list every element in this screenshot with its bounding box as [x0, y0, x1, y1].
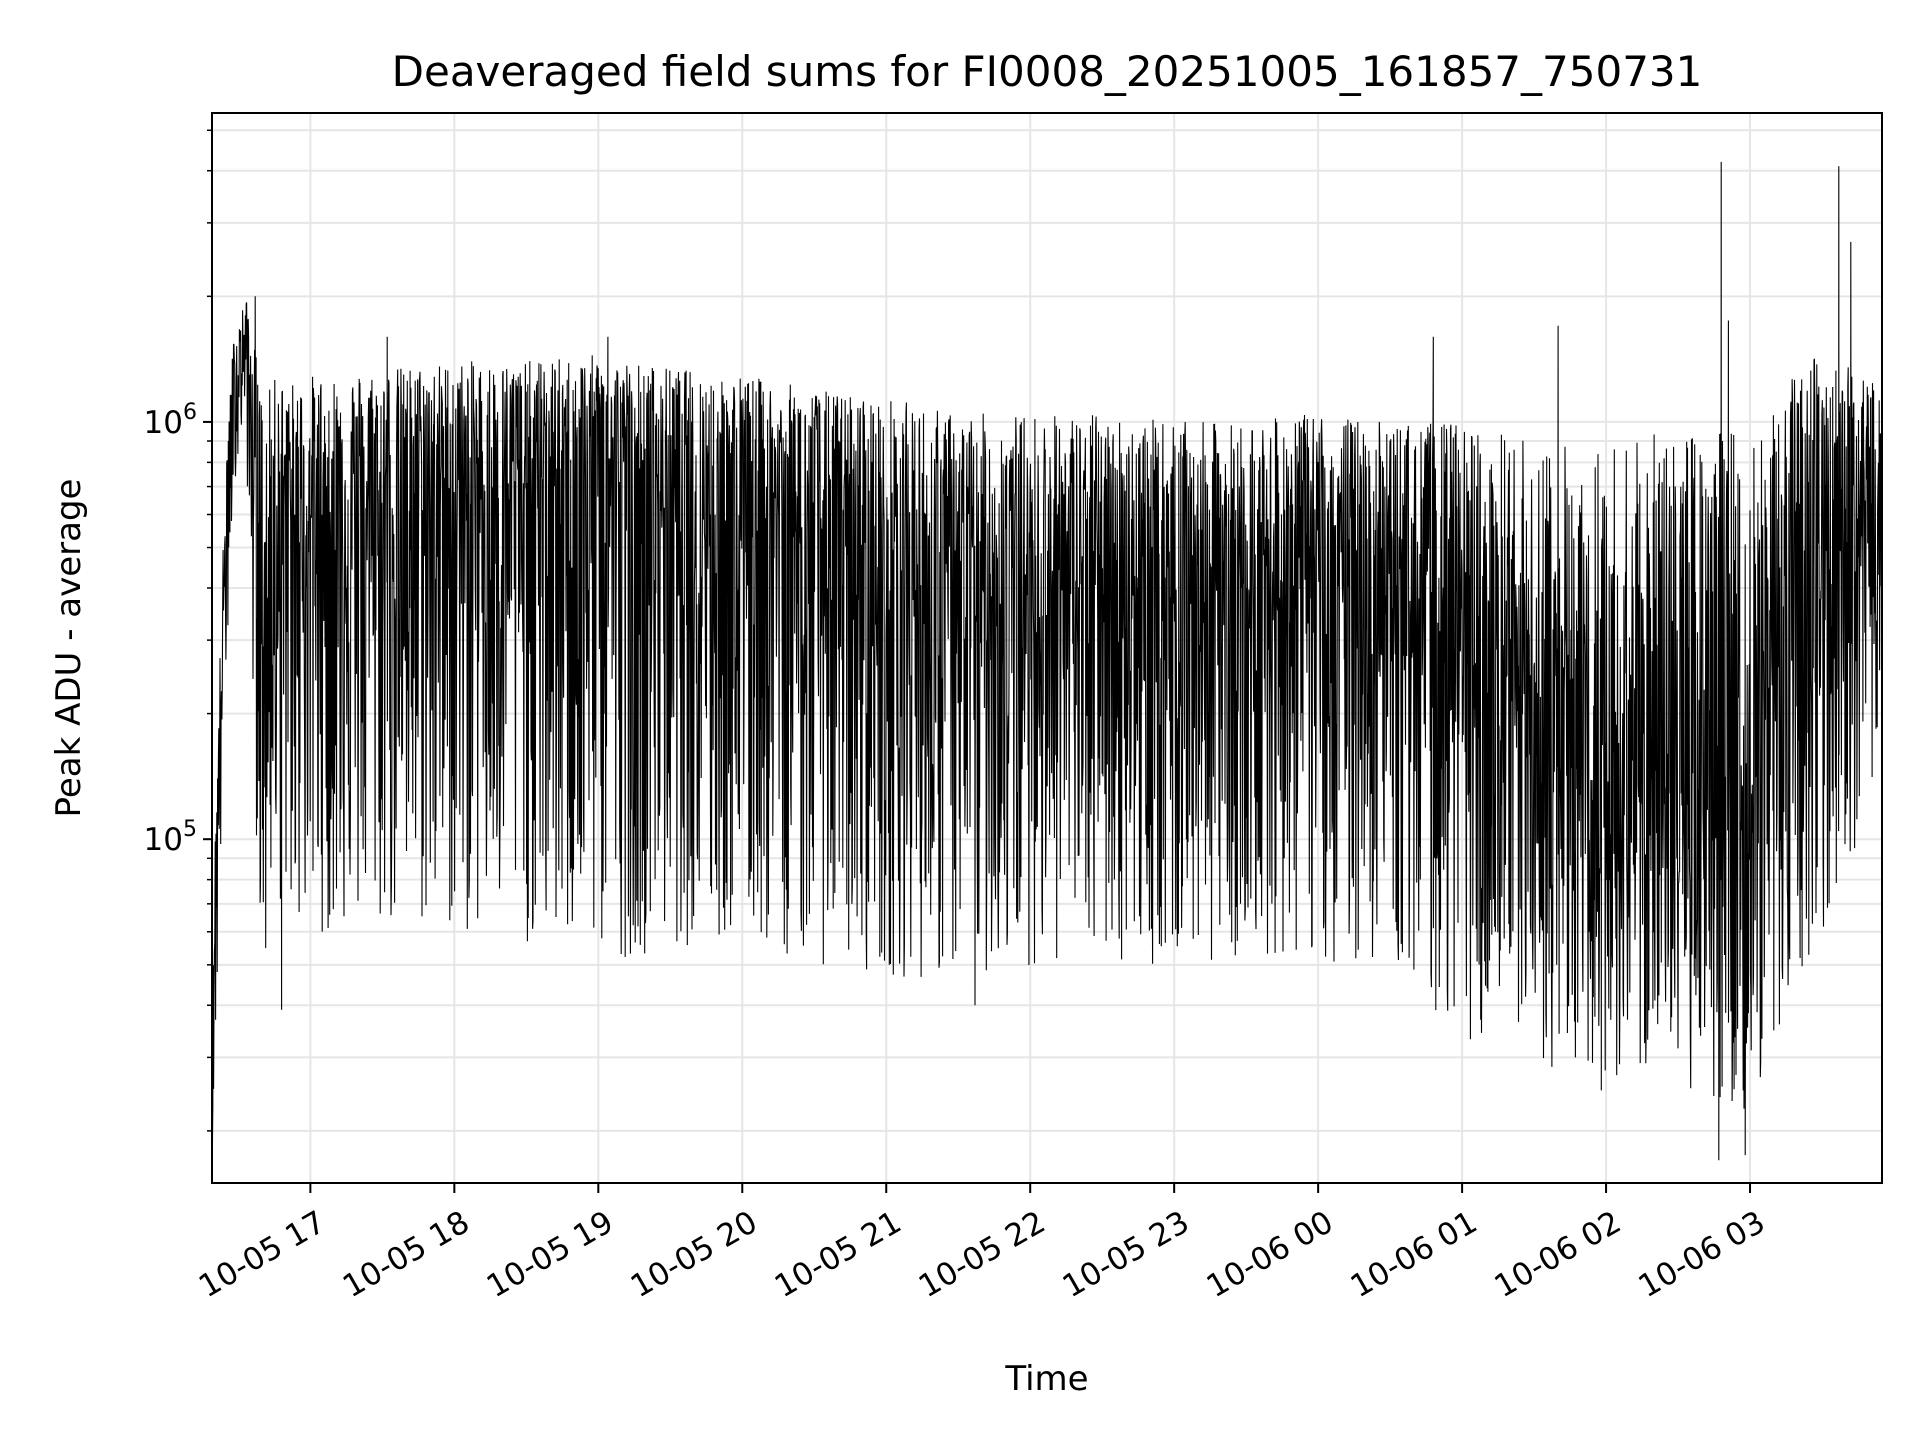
plot-frame	[211, 112, 1883, 1184]
y-axis-ticks: 105 106	[144, 129, 212, 1132]
chart-title: Deaveraged field sums for FI0008_2025100…	[392, 47, 1703, 96]
y-tick-label: 105	[144, 817, 197, 858]
plot-area	[212, 161, 1882, 1161]
x-axis-label: Time	[1004, 1359, 1088, 1399]
series-line	[212, 161, 1882, 1161]
y-axis-label: Peak ADU - average	[49, 479, 89, 818]
y-tick-label: 106	[144, 400, 197, 441]
